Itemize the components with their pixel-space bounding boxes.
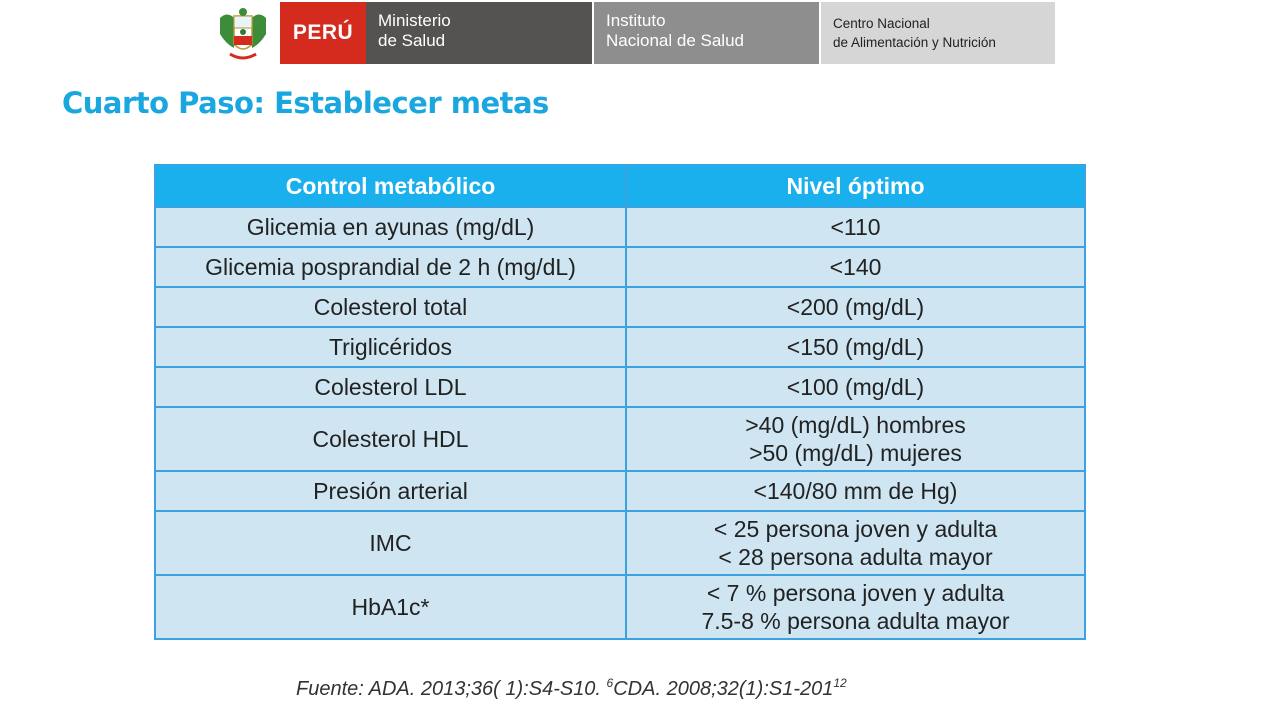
control-cell: Triglicéridos bbox=[154, 326, 627, 368]
ministry-label: Ministerio de Salud bbox=[366, 2, 592, 64]
level-cell: >40 (mg/dL) hombres >50 (mg/dL) mujeres bbox=[625, 406, 1086, 472]
institute-line-1: Instituto bbox=[606, 11, 666, 30]
level-cell: <140/80 mm de Hg) bbox=[625, 470, 1086, 512]
page-title: Cuarto Paso: Establecer metas bbox=[62, 86, 549, 120]
control-cell: Colesterol LDL bbox=[154, 366, 627, 408]
control-cell: IMC bbox=[154, 510, 627, 576]
source-ref-2: 12 bbox=[833, 676, 847, 690]
source-middle: CDA. 2008;32(1):S1-201 bbox=[613, 678, 834, 700]
level-line: >50 (mg/dL) mujeres bbox=[749, 440, 962, 466]
control-cell: Glicemia posprandial de 2 h (mg/dL) bbox=[154, 246, 627, 288]
level-line: <140/80 mm de Hg) bbox=[753, 478, 958, 504]
table-row: Triglicéridos <150 (mg/dL) bbox=[154, 326, 1086, 368]
level-line: >40 (mg/dL) hombres bbox=[745, 412, 966, 438]
column-header-control: Control metabólico bbox=[154, 164, 627, 208]
source-prefix: Fuente: ADA. 2013;36( 1):S4-S10. bbox=[296, 678, 607, 700]
column-header-level: Nivel óptimo bbox=[625, 164, 1086, 208]
control-cell: Colesterol total bbox=[154, 286, 627, 328]
table-header-row: Control metabólico Nivel óptimo bbox=[154, 164, 1086, 208]
level-line: < 7 % persona joven y adulta bbox=[706, 580, 1005, 606]
level-cell: <150 (mg/dL) bbox=[625, 326, 1086, 368]
level-cell: <100 (mg/dL) bbox=[625, 366, 1086, 408]
table-row: Glicemia en ayunas (mg/dL) <110 bbox=[154, 206, 1086, 248]
level-cell: < 25 persona joven y adulta < 28 persona… bbox=[625, 510, 1086, 576]
institute-line-2: Nacional de Salud bbox=[606, 31, 744, 50]
level-line: < 28 persona adulta mayor bbox=[718, 544, 993, 570]
source-ref-1: 6 bbox=[606, 676, 614, 690]
ministry-line-1: Ministerio bbox=[378, 11, 451, 30]
table-row: Presión arterial <140/80 mm de Hg) bbox=[154, 470, 1086, 512]
table-row: HbA1c* < 7 % persona joven y adulta 7.5-… bbox=[154, 574, 1086, 640]
header-banner: PERÚ Ministerio de Salud Instituto Nacio… bbox=[206, 2, 1055, 64]
center-line-1: Centro Nacional bbox=[833, 16, 930, 31]
level-line: <110 bbox=[830, 214, 881, 240]
level-line: <140 bbox=[829, 254, 882, 280]
table-row: IMC < 25 persona joven y adulta < 28 per… bbox=[154, 510, 1086, 576]
control-cell: Presión arterial bbox=[154, 470, 627, 512]
institute-label: Instituto Nacional de Salud bbox=[594, 2, 819, 64]
level-line: <100 (mg/dL) bbox=[786, 374, 925, 400]
table-row: Colesterol total <200 (mg/dL) bbox=[154, 286, 1086, 328]
level-cell: <200 (mg/dL) bbox=[625, 286, 1086, 328]
control-cell: Glicemia en ayunas (mg/dL) bbox=[154, 206, 627, 248]
table-row: Colesterol LDL <100 (mg/dL) bbox=[154, 366, 1086, 408]
control-cell: HbA1c* bbox=[154, 574, 627, 640]
source-citation: Fuente: ADA. 2013;36( 1):S4-S10. 6CDA. 2… bbox=[296, 676, 847, 701]
ministry-line-2: de Salud bbox=[378, 31, 446, 50]
level-line: <150 (mg/dL) bbox=[786, 334, 925, 360]
peru-logo: PERÚ bbox=[280, 2, 366, 64]
level-line: < 25 persona joven y adulta bbox=[713, 516, 998, 542]
coat-of-arms-logo bbox=[206, 2, 280, 64]
level-cell: <110 bbox=[625, 206, 1086, 248]
center-label: Centro Nacional de Alimentación y Nutric… bbox=[821, 2, 1055, 64]
metabolic-goals-table: Control metabólico Nivel óptimo Glicemia… bbox=[154, 164, 1086, 640]
level-cell: <140 bbox=[625, 246, 1086, 288]
table-row: Colesterol HDL >40 (mg/dL) hombres >50 (… bbox=[154, 406, 1086, 472]
level-line: 7.5-8 % persona adulta mayor bbox=[701, 608, 1010, 634]
control-cell: Colesterol HDL bbox=[154, 406, 627, 472]
table-row: Glicemia posprandial de 2 h (mg/dL) <140 bbox=[154, 246, 1086, 288]
level-line: <200 (mg/dL) bbox=[786, 294, 925, 320]
level-cell: < 7 % persona joven y adulta 7.5-8 % per… bbox=[625, 574, 1086, 640]
center-line-2: de Alimentación y Nutrición bbox=[833, 35, 996, 50]
